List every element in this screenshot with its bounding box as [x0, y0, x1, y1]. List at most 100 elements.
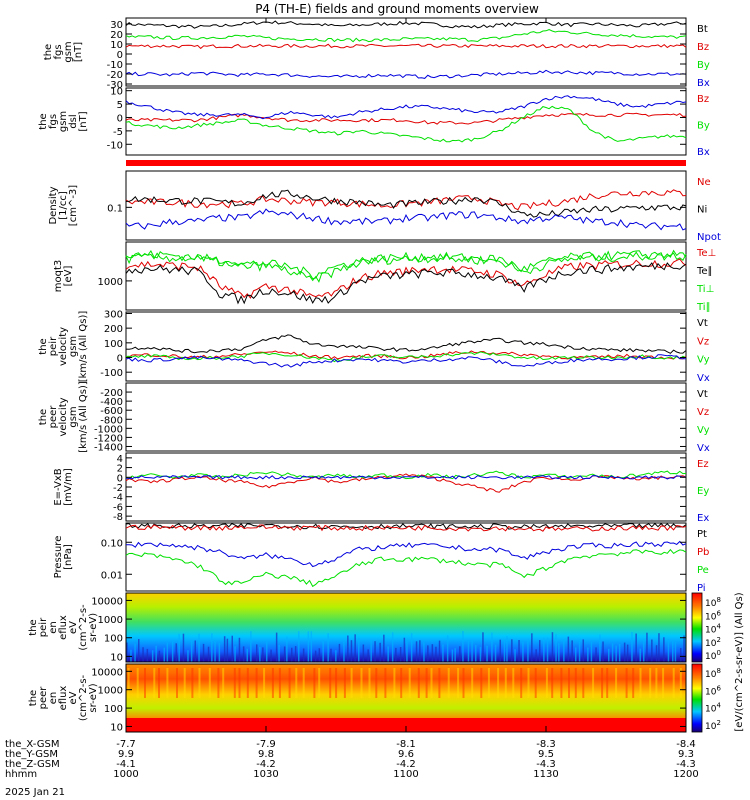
- y-axis-label: [mV/m]: [63, 468, 74, 506]
- spectrogram-streak: [403, 637, 406, 662]
- spectrogram-streak: [263, 668, 266, 698]
- spectrogram-streak: [163, 647, 165, 662]
- panel-3: [125, 241, 687, 311]
- spectrogram-streak: [606, 668, 609, 698]
- legend-entry: Bx: [697, 147, 710, 158]
- spectrogram-streak: [602, 641, 604, 662]
- orbit-value: 1000: [113, 769, 138, 780]
- spectrogram-streak: [615, 668, 618, 698]
- y-axis-label: en: [48, 692, 59, 705]
- spectrogram-streak: [302, 668, 305, 698]
- y-tick-label: -800: [100, 415, 123, 426]
- spectrogram-streak: [599, 634, 601, 662]
- series-Ti∥: [125, 251, 687, 283]
- spectrogram-streak: [158, 650, 161, 662]
- spectrogram-streak: [171, 641, 174, 662]
- spectrogram-streak: [486, 645, 488, 662]
- y-tick-label: -100: [100, 368, 123, 379]
- spectrogram-streak: [447, 668, 450, 698]
- spectrogram-streak: [555, 634, 557, 662]
- colorbar-lower: [691, 663, 703, 733]
- y-axis-label: gsm: [58, 111, 69, 132]
- spectrogram-streak: [672, 668, 675, 698]
- spectrogram-streak: [256, 644, 258, 662]
- spectrogram-streak: [462, 631, 464, 662]
- y-tick-label: 10: [110, 87, 123, 98]
- colorbar-tick-label: 106: [705, 684, 721, 697]
- date-label: 2025 Jan 21: [5, 787, 65, 798]
- orbit-value: 1030: [253, 769, 278, 780]
- spectrogram-streak: [178, 633, 180, 662]
- y-axis-label: peir: [48, 336, 59, 356]
- spectrogram-streak: [358, 637, 360, 662]
- spectrogram-streak: [575, 647, 577, 662]
- spectrogram-streak: [651, 639, 653, 662]
- spectrogram-streak: [294, 646, 297, 662]
- y-axis-label: eV: [68, 621, 79, 634]
- spectrogram-streak: [238, 668, 241, 698]
- y-axis-label: the: [28, 690, 39, 706]
- spectrogram-streak: [518, 640, 520, 662]
- spectrogram-streak: [410, 633, 413, 662]
- spectrogram-streak: [130, 649, 132, 662]
- series-Bx: [125, 95, 687, 120]
- y-tick-label: 0: [117, 113, 123, 124]
- y-tick-label: 0: [117, 50, 123, 61]
- spectrogram-streak: [625, 668, 628, 698]
- spectrogram-streak: [527, 668, 530, 698]
- series-Bz: [125, 43, 687, 50]
- colorbar-tick-label: 104: [705, 702, 721, 715]
- y-axis-label: the: [38, 113, 49, 129]
- colorbar: [eV/(cm^2-s-sr-eV)] (All Qs): [691, 592, 745, 733]
- legend-entry: Vt: [697, 318, 708, 329]
- spectrogram-streak: [183, 668, 186, 698]
- spectrogram-streak: [646, 632, 648, 662]
- y-axis-label: peir: [38, 617, 49, 637]
- legend-entry: Te∥: [696, 266, 713, 277]
- series-Pe: [125, 548, 687, 588]
- spectrogram-streak: [318, 648, 321, 662]
- spectrogram-streak: [535, 649, 537, 662]
- orbit-value: 9.6: [398, 749, 414, 760]
- spectrogram-streak: [343, 668, 346, 698]
- legend-entry: Ni: [697, 205, 707, 216]
- spectrogram-streak: [442, 644, 444, 662]
- spectrogram-streak: [491, 632, 493, 662]
- y-tick-label: -2: [113, 483, 123, 494]
- y-axis-label: (cm^2-s-: [78, 674, 89, 721]
- spectrogram-streak: [136, 668, 139, 698]
- orbit-value: -7.9: [256, 739, 276, 750]
- spectrogram-streak: [198, 668, 201, 698]
- spectrogram-streak: [511, 639, 513, 662]
- series-Pi: [126, 540, 687, 568]
- spectrogram-streak: [144, 668, 146, 698]
- spectrogram-streak: [391, 632, 394, 662]
- y-tick-label: -10: [107, 60, 123, 71]
- spectrogram-streak: [350, 668, 353, 698]
- y-axis-label: gsm: [68, 406, 79, 427]
- panel-7: [125, 522, 687, 592]
- spectrogram-streak: [658, 633, 660, 662]
- spectrogram-streak: [574, 668, 577, 698]
- spectrogram-streak: [551, 668, 554, 698]
- spectrogram-streak: [362, 644, 365, 662]
- spectrogram-streak: [520, 668, 523, 698]
- panel-6: [125, 452, 687, 522]
- legend-entry: By: [697, 60, 710, 71]
- spectrogram-streak: [288, 668, 291, 698]
- spectrogram-streak: [291, 647, 293, 662]
- spectrogram-streak: [226, 638, 229, 662]
- orbit-value: -4.3: [676, 759, 696, 770]
- spectrogram-streak: [679, 668, 682, 698]
- y-axis-label: Pressure: [53, 536, 64, 579]
- y-axis-label: velocity: [58, 327, 69, 366]
- spectrogram-streak: [302, 648, 305, 662]
- y-axis-label: the: [43, 44, 54, 60]
- orbit-value: 1200: [673, 769, 698, 780]
- y-tick-label: -10: [107, 140, 123, 151]
- spectrogram-streak: [384, 668, 387, 698]
- spectrogram-streak: [479, 646, 482, 662]
- y-tick-label: 1000: [98, 277, 123, 288]
- y-tick-label: 100: [104, 634, 123, 645]
- series-Te⊥: [125, 258, 687, 299]
